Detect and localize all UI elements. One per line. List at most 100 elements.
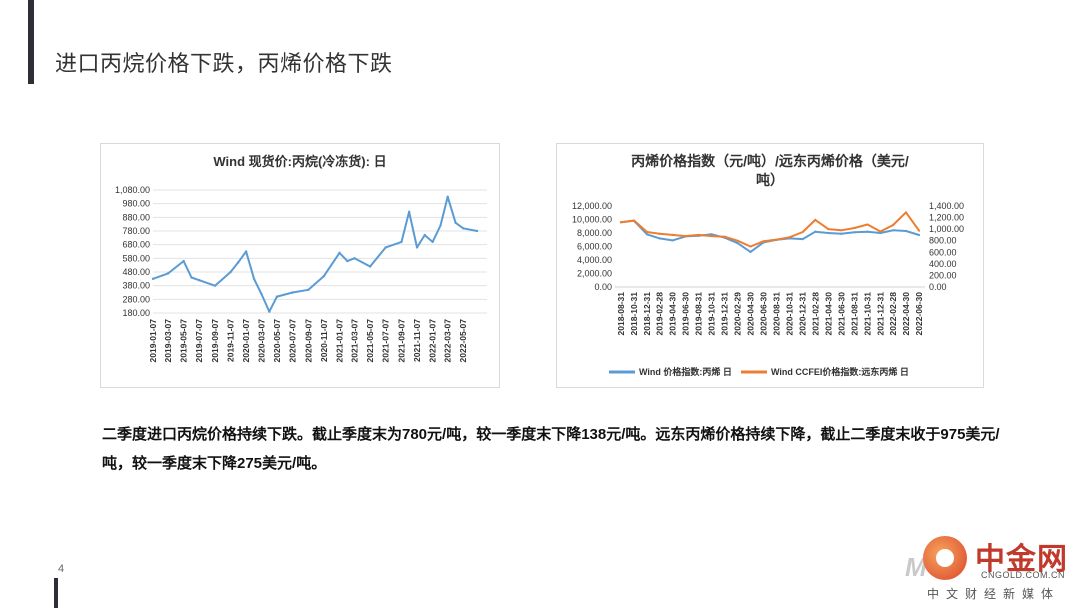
- y-right-tick-label: 1,200.00: [929, 213, 964, 223]
- data-point: [762, 240, 765, 243]
- x-tick-label: 2022-05-07: [458, 319, 468, 363]
- footer-accent-bar: [54, 578, 58, 608]
- y-right-tick-label: 1,400.00: [929, 201, 964, 211]
- data-point: [814, 218, 817, 221]
- data-point: [749, 250, 752, 253]
- summary-text: 二季度进口丙烷价格持续下跌。截止季度末为780元/吨，较一季度末下降138元/吨…: [102, 426, 1000, 472]
- data-point: [710, 234, 713, 238]
- x-tick-label: 2021-01-07: [334, 319, 344, 363]
- x-tick-label: 2019-11-07: [226, 319, 236, 362]
- y-right-tick-label: 1,000.00: [929, 224, 964, 234]
- propylene-price-chart: 丙烯价格指数（元/吨）/远东丙烯价格（美元/吨） 12,000.00 10,000.…: [556, 143, 984, 388]
- data-point: [446, 195, 449, 199]
- x-tick-label: 2021-12-31: [875, 292, 885, 336]
- propylene-index-line: [620, 219, 920, 253]
- data-point: [697, 233, 700, 237]
- data-point: [723, 235, 726, 238]
- x-tick-label: 2022-02-28: [888, 292, 898, 336]
- data-point: [423, 233, 426, 237]
- data-point: [368, 265, 372, 268]
- x-tick-label: 2019-09-07: [210, 319, 220, 363]
- y-left-tick-label: 10,000.00: [572, 215, 612, 225]
- data-point: [407, 210, 411, 214]
- x-tick-label: 2019-08-31: [694, 292, 704, 336]
- y-left-tick-label: 0.00: [594, 282, 612, 292]
- title-accent-bar: [28, 0, 34, 84]
- data-point: [671, 233, 674, 237]
- propane-price-line: [152, 195, 478, 313]
- x-tick-label: 2020-06-30: [759, 292, 769, 336]
- x-tick-label: 2019-10-31: [707, 292, 717, 336]
- x-tick-label: 2020-12-31: [798, 292, 808, 336]
- data-point: [827, 231, 830, 235]
- x-tick-label: 2019-05-07: [179, 319, 189, 363]
- data-point: [384, 246, 387, 249]
- x-tick-label: 2020-01-07: [241, 319, 251, 363]
- propylene-price-chart-svg: 丙烯价格指数（元/吨）/远东丙烯价格（美元/吨） 12,000.00 10,000.…: [572, 153, 964, 377]
- data-point: [827, 228, 830, 231]
- chart-title-line2: 吨）: [756, 172, 784, 188]
- y-left-tick-label: 8,000.00: [577, 228, 612, 238]
- data-point: [658, 237, 661, 240]
- legend-label: Wind 价格指数:丙烯 日: [639, 366, 732, 377]
- y-right-tick-label: 0.00: [929, 282, 947, 292]
- data-point: [866, 230, 869, 233]
- data-point: [645, 233, 649, 236]
- data-point: [671, 239, 674, 242]
- data-point: [736, 242, 739, 245]
- y-tick-label: 880.00: [122, 212, 150, 222]
- data-point: [904, 211, 908, 214]
- x-tick-label: 2019-07-07: [194, 319, 204, 363]
- data-point: [229, 270, 232, 274]
- x-tick-label: 2020-07-07: [288, 319, 298, 363]
- logo-sub-text: 中文财经新媒体: [927, 587, 1061, 601]
- data-point: [322, 274, 326, 278]
- data-point: [431, 240, 434, 244]
- data-point: [879, 230, 882, 233]
- x-tick-label: 2020-05-07: [272, 319, 282, 363]
- data-point: [840, 229, 843, 232]
- data-point: [213, 284, 217, 287]
- data-point: [415, 246, 419, 249]
- y-right-tick-label: 400.00: [929, 259, 957, 269]
- data-point: [275, 295, 279, 298]
- x-tick-label: 2019-12-31: [720, 292, 730, 336]
- y-right-tick-label: 200.00: [929, 270, 957, 280]
- x-tick-label: 2021-10-31: [862, 292, 872, 336]
- y-right-tick-label: 600.00: [929, 247, 957, 257]
- data-point: [788, 236, 791, 239]
- data-point: [400, 240, 403, 244]
- x-tick-label: 2020-03-07: [256, 319, 266, 363]
- data-point: [632, 219, 636, 222]
- cngold-logo-icon: [923, 536, 967, 580]
- chart-title: Wind 现货价:丙烷(冷冻货): 日: [213, 154, 386, 169]
- x-tick-label: 2022-03-07: [443, 319, 453, 363]
- x-tick-label: 2020-08-31: [772, 292, 782, 336]
- y-left-tick-label: 6,000.00: [577, 242, 612, 252]
- data-point: [749, 245, 752, 248]
- y-tick-label: 380.00: [122, 281, 150, 291]
- cngold-logo: M 中金网 CNGOLD.COM.CN 中文财经新媒体: [905, 530, 1075, 602]
- data-point: [684, 234, 687, 238]
- x-tick-label: 2021-08-31: [849, 292, 859, 336]
- x-tick-label: 2020-04-30: [746, 292, 756, 336]
- x-tick-label: 2020-10-31: [785, 292, 795, 336]
- y-left-tick-label: 4,000.00: [577, 255, 612, 265]
- data-point: [190, 276, 193, 279]
- data-point: [814, 230, 817, 233]
- x-tick-label: 2021-05-07: [365, 319, 375, 363]
- data-point: [736, 239, 739, 242]
- data-point: [917, 233, 921, 237]
- y-tick-label: 580.00: [122, 253, 150, 263]
- y-tick-label: 480.00: [122, 267, 150, 277]
- y-tick-label: 280.00: [122, 294, 150, 304]
- x-tick-label: 2021-04-30: [823, 292, 833, 336]
- y-tick-label: 680.00: [122, 240, 150, 250]
- data-point: [801, 230, 804, 234]
- propane-price-chart: Wind 现货价:丙烷(冷冻货): 日 1,080.00 980.00 880.00 7…: [100, 143, 500, 388]
- x-tick-label: 2019-06-30: [681, 292, 691, 336]
- data-point: [853, 226, 856, 230]
- x-tick-label: 2018-10-31: [629, 292, 639, 336]
- y-left-tick-label: 2,000.00: [577, 269, 612, 279]
- x-tick-label: 2020-11-07: [319, 319, 329, 362]
